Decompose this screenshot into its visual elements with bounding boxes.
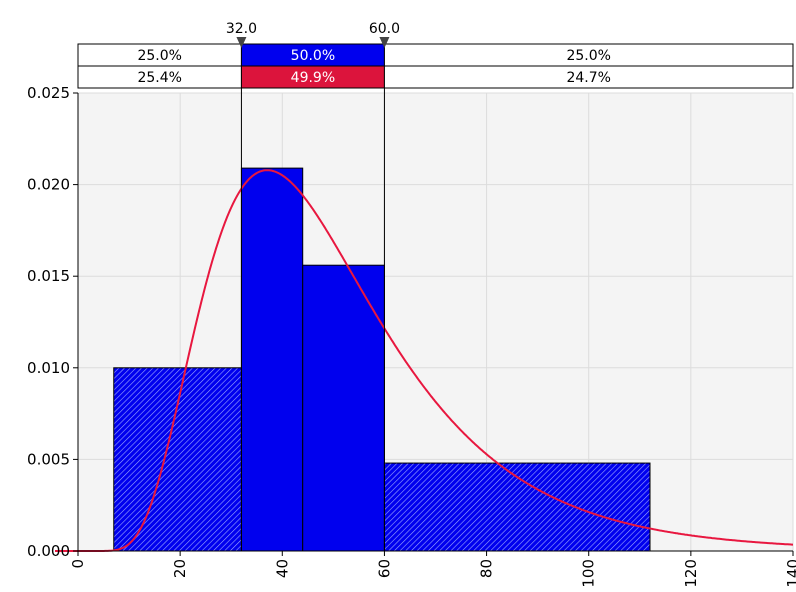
band-label: 24.7%: [566, 70, 610, 86]
y-tick-label: 0.005: [27, 450, 70, 468]
marker-handle[interactable]: [236, 37, 247, 48]
fitted-curve: [55, 169, 793, 552]
band-label: 49.9%: [291, 70, 335, 86]
x-tick-label: 140: [784, 559, 796, 588]
x-tick-label: 120: [682, 559, 700, 588]
x-tick-label: 40: [273, 559, 291, 578]
y-tick-label: 0.000: [27, 542, 70, 560]
band-label: 25.4%: [137, 70, 181, 86]
y-tick-label: 0.020: [27, 176, 70, 194]
probability-band: 25.0% 50.0% 25.0% 25.4% 49.9% 24.7%: [77, 43, 794, 89]
band-label: 25.0%: [566, 48, 610, 64]
axes: 0.000 0.005 0.010 0.015 0.020 0.025 0 20 40 60 80 1…: [27, 84, 796, 588]
x-tick-label: 100: [580, 559, 598, 588]
x-tick-label: 20: [171, 559, 189, 578]
y-tick-label: 0.025: [27, 84, 70, 102]
marker-label: 32.0: [226, 21, 257, 37]
histogram-bars: [113, 167, 651, 552]
histogram-bar: [240, 167, 304, 552]
band-cell: [383, 65, 794, 89]
fitted-curve-line: [55, 169, 793, 552]
x-tick-label: 0: [69, 559, 87, 569]
band-label: 25.0%: [137, 48, 181, 64]
histogram-bar: [113, 367, 242, 552]
histogram-bar: [302, 264, 385, 552]
marker-handle[interactable]: [379, 37, 390, 48]
y-tick-label: 0.010: [27, 359, 70, 377]
marker-guides: [240, 48, 385, 551]
y-tick-label: 0.015: [27, 267, 70, 285]
x-tick-label: 80: [478, 559, 496, 578]
slider-markers: 32.0 60.0: [226, 21, 400, 48]
marker-label: 60.0: [369, 21, 400, 37]
band-label: 50.0%: [291, 48, 335, 64]
x-tick-label: 60: [375, 559, 393, 578]
